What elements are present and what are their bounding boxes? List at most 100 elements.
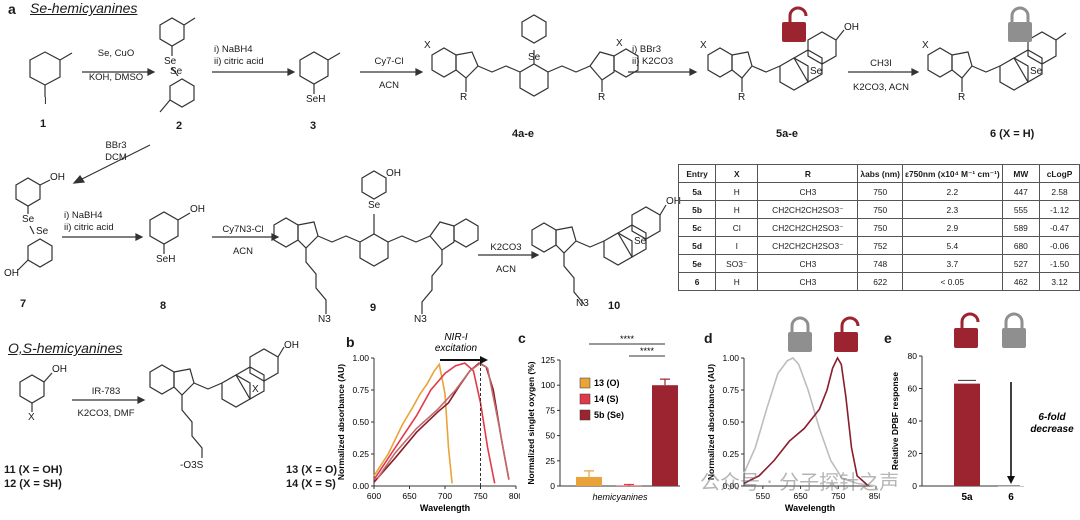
table-cell: < 0.05 [901,272,1003,291]
os-hemicyanines-header: O,S-hemicyanines [8,340,123,356]
y-tick-label: 0.75 [352,385,369,395]
table-cell: 622 [857,272,903,291]
table-cell: 750 [857,200,903,219]
table-cell: 589 [1001,218,1041,237]
table-cell: 750 [857,182,903,201]
bar-3 [652,385,678,486]
compound-label-6: 6 (X = H) [990,128,1035,140]
bar-6 [998,486,1024,487]
table-cell: SO3⁻ [715,254,759,273]
chart-b: 600 650 700 750 800 0.00 0.25 0.50 0.75 1.00 Wavel… [336,332,520,513]
y-tick-label: 20 [908,449,918,459]
compound-label-5: 5a-e [776,128,799,140]
annotation-text: 6-fold [1038,412,1066,423]
table-cell: 555 [1001,200,1041,219]
x-axis-label: Wavelength [420,503,470,513]
legend-label: 13 (O) [594,378,620,388]
atom-n3-9a: N3 [318,314,331,325]
x-axis-label: Wavelength [785,503,835,513]
table-cell: 680 [1001,236,1041,255]
legend-swatch [579,393,591,405]
atom-oh-9: OH [386,168,401,179]
y-tick-label: 75 [546,405,556,415]
table-cell: H [715,200,759,219]
y-tick-label: 0 [912,481,917,491]
atom-n3-9b: N3 [414,314,427,325]
annotation-arrow-head [480,356,488,364]
lock-icon-open-red-d [834,316,860,352]
y-tick-label: 80 [908,351,918,361]
table-cell: 2.9 [901,218,1003,237]
series-line-2 [373,362,496,484]
conditions-step4: i) BBr3 ii) K2CO3 [632,44,674,67]
table-cell: -1.12 [1039,200,1080,219]
legend-label: 14 (S) [594,394,619,404]
table-cell: CH3 [757,182,859,201]
series-line-2 [743,356,870,487]
y-tick-label: 0.75 [722,385,739,395]
y-tick-label: 0.50 [722,417,739,427]
table-cell: 6 [677,272,717,291]
arrow-step6 [79,144,151,181]
atom-se-7a: Se [22,214,35,225]
atom-oh-7b: OH [4,268,19,279]
y-tick-label: 1.00 [722,353,739,363]
table-cell: 462 [1001,272,1041,291]
table-cell: 527 [1001,254,1041,273]
y-axis-label: Normalized singlet oxygen (%) [526,361,536,484]
atom-x-5: X [700,40,707,51]
table-header-cell: X [715,164,759,183]
atom-x-4a: X [424,40,431,51]
table-header-cell: R [757,164,859,183]
table-cell: Cl [715,218,759,237]
compound-label-3: 3 [310,120,317,132]
series-line-4 [376,362,510,480]
x-tick-label: 850 [869,491,880,501]
y-axis-label: Relative DPBF response [890,372,900,471]
table-cell: -0.47 [1039,218,1080,237]
table-cell: 5.4 [901,236,1003,255]
conditions-step7: i) NaBH4 ii) citric acid [64,210,114,233]
lock-icon-closed-gray [1008,6,1032,42]
benzene-ring-3 [299,51,329,85]
table-row: 5c Cl CH2CH2CH2SO3⁻ 750 2.9 589 -0.47 [677,218,1080,237]
table-cell: H [715,182,759,201]
x-tick-label: 600 [367,491,381,501]
conditions-step9: K2CO3 ACN [490,242,522,275]
y-tick-label: 0.50 [352,417,369,427]
atom-x-11: X [28,412,35,423]
y-tick-label: 1.00 [352,353,369,363]
y-tick-label: 50 [546,431,556,441]
atom-r-6: R [958,92,966,103]
panel-label-a: a [8,1,16,17]
compound-label-2: 2 [176,120,183,132]
conditions-step2: i) NaBH4 ii) citric acid [214,44,264,67]
y-tick-label: 0.00 [722,481,739,491]
conditions-step3: Cy7-Cl ACN [374,56,404,91]
x-tick-label: 800 [509,491,520,501]
compound-label-10: 10 [608,300,621,312]
atom-seh-3: SeH [306,94,326,105]
table-cell: 2.58 [1039,182,1080,201]
atom-x-4b: X [616,38,623,49]
watermark: 公众号 · 分子探针之声 [700,470,900,494]
bar-5a [954,383,980,486]
atom-se-2: Se [170,66,183,77]
atom-x-13: X [252,384,259,395]
properties-table: Entry X R λabs (nm) ε750nm (x10⁴ M⁻¹ cm⁻… [677,164,1080,291]
x-tick-label: 750 [831,491,845,501]
legend-swatch [579,377,591,389]
table-row: 5e SO3⁻ CH3 748 3.7 527 -1.50 [677,254,1080,273]
lock-icon-closed-gray-e [1002,312,1026,348]
table-cell: 2.2 [901,182,1003,201]
y-tick-label: 100 [541,380,555,390]
y-tick-label: 0.25 [352,449,369,459]
panel-label-e: e [884,330,892,346]
table-header-cell: ε750nm (x10⁴ M⁻¹ cm⁻¹) [901,164,1003,183]
atom-oh-7a: OH [50,172,65,183]
table-header-cell: cLogP [1039,164,1080,183]
conditions-step6: BBr3 DCM [105,140,127,163]
atom-oh-13: OH [284,340,299,351]
compound-label-9: 9 [370,302,377,314]
y-tick-label: 60 [908,384,918,394]
